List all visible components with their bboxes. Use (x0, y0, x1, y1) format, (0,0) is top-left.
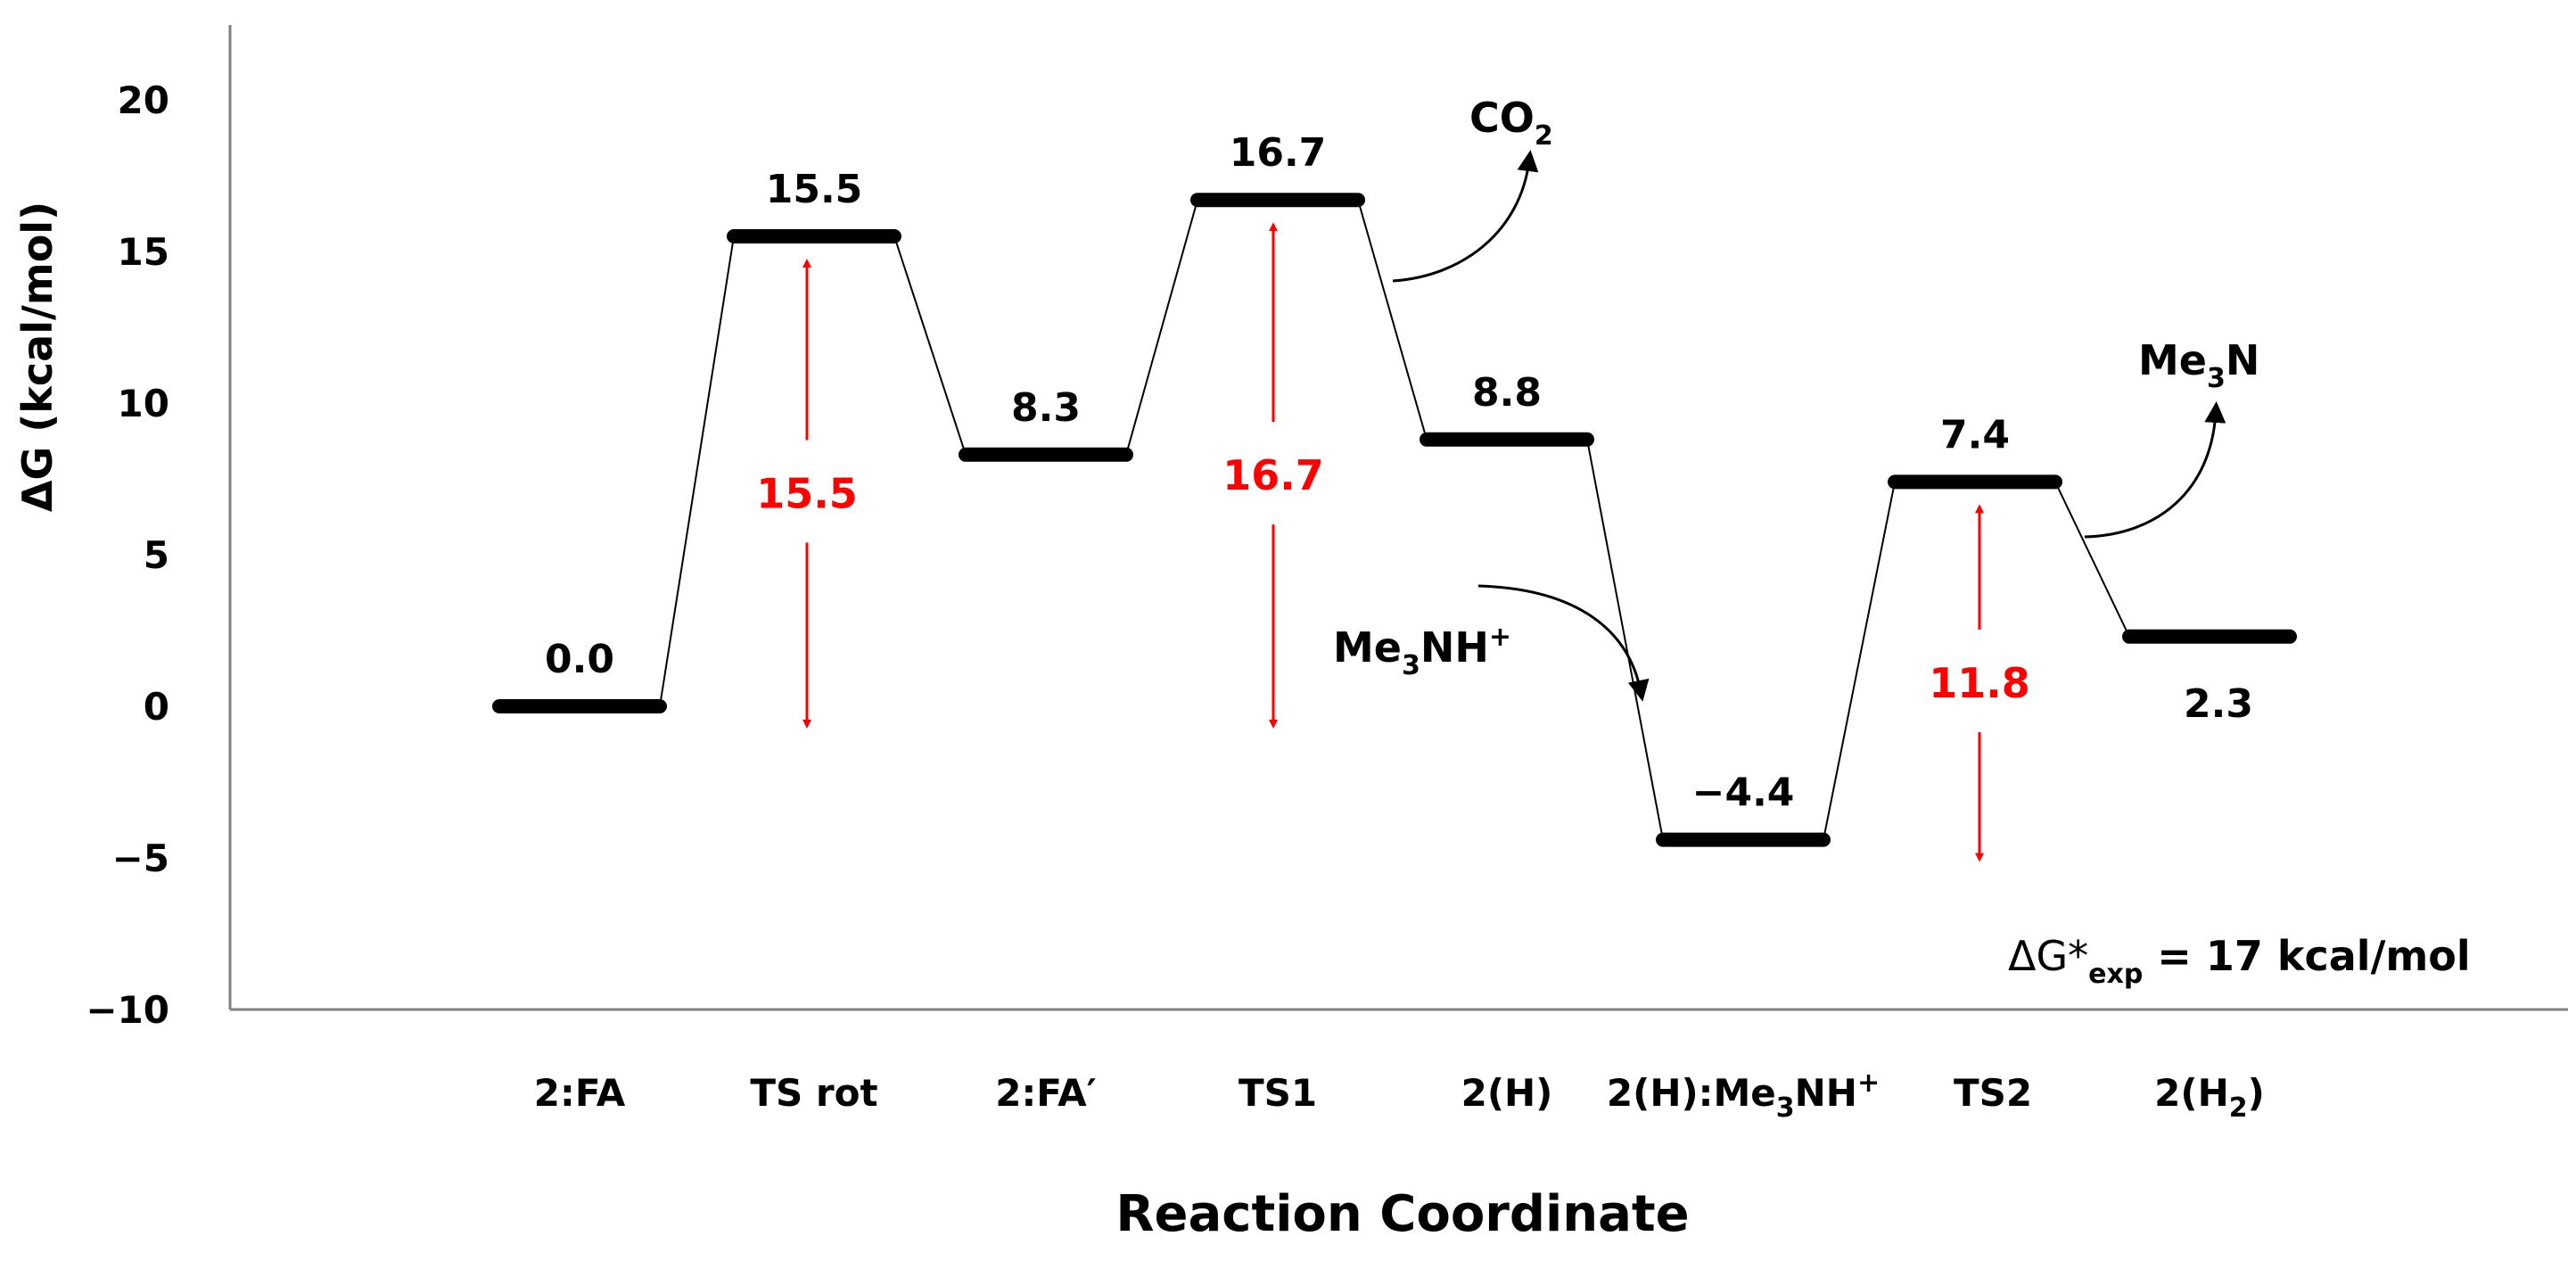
svg-text:Me3N: Me3N (2138, 336, 2259, 394)
value-label: 0.0 (545, 637, 614, 682)
value-label: 2.3 (2184, 681, 2253, 727)
experimental-barrier-note: ΔG*exp = 17 kcal/mol (2008, 932, 2471, 990)
svg-text:CO2: CO2 (1469, 94, 1553, 152)
species-co2: CO2 (1392, 94, 1553, 283)
y-tick-label: 10 (118, 382, 169, 425)
connector-line (659, 235, 735, 707)
x-category-label: TS1 (1239, 1071, 1317, 1115)
x-category-label: 2(H2) (2154, 1071, 2265, 1124)
y-tick-label: 0 (144, 685, 169, 729)
value-label: 8.8 (1472, 370, 1542, 416)
y-tick-label: 5 (144, 533, 169, 577)
barrier-label: 16.7 (1222, 451, 1324, 499)
barrier-label: 11.8 (1929, 659, 2030, 707)
x-category-label: 2(H) (1461, 1071, 1553, 1115)
x-category-label: TS rot (750, 1071, 877, 1115)
connector-line (1823, 482, 1896, 840)
y-tick-label: 15 (118, 230, 169, 274)
y-tick-label: −5 (112, 837, 169, 880)
x-category-label: 2:FA (534, 1071, 626, 1115)
barrier-label: 15.5 (756, 470, 858, 518)
species-me3nh: Me3NH+ (1333, 584, 1650, 702)
value-label: −4.4 (1692, 771, 1795, 816)
value-label: 7.4 (1940, 412, 2010, 457)
value-label: 15.5 (766, 167, 863, 212)
connector-line (2054, 481, 2130, 638)
connector-line (1357, 199, 1428, 441)
x-axis-title: Reaction Coordinate (1115, 1185, 1689, 1243)
value-label: 8.3 (1011, 385, 1081, 431)
connector-line (1586, 439, 1664, 840)
value-label: 16.7 (1230, 130, 1327, 176)
y-tick-label: −10 (86, 988, 169, 1032)
x-category-label: 2(H):Me3NH+ (1607, 1067, 1880, 1124)
x-category-label: TS2 (1954, 1071, 2032, 1115)
x-category-label: 2:FA′ (995, 1071, 1096, 1115)
connector-line (893, 235, 967, 456)
y-axis-title: ΔG (kcal/mol) (13, 202, 62, 512)
species-me3n: Me3N (2084, 336, 2259, 539)
y-tick-label: 20 (118, 78, 169, 122)
svg-text:Me3NH+: Me3NH+ (1333, 622, 1511, 681)
connector-line (1125, 199, 1198, 456)
